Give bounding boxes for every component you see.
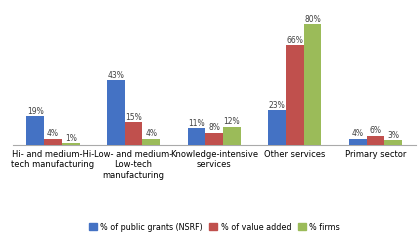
Text: 80%: 80% (304, 15, 321, 24)
Text: 8%: 8% (208, 123, 220, 132)
Bar (26, 116, 44, 145)
Bar (304, 25, 321, 145)
Bar (44, 139, 62, 145)
Text: 12%: 12% (223, 117, 240, 126)
Bar (223, 127, 241, 145)
Bar (125, 122, 142, 145)
Text: 43%: 43% (108, 70, 124, 79)
Bar (62, 144, 79, 145)
Text: 66%: 66% (286, 36, 303, 45)
Bar (349, 139, 367, 145)
Bar (384, 140, 402, 145)
Text: 4%: 4% (145, 129, 158, 138)
Bar (188, 128, 205, 145)
Text: 4%: 4% (352, 129, 364, 138)
Bar (107, 80, 125, 145)
Bar (142, 139, 160, 145)
Text: 15%: 15% (125, 112, 142, 121)
Bar (268, 110, 286, 145)
Text: 23%: 23% (269, 100, 286, 109)
Bar (286, 46, 304, 145)
Bar (367, 136, 384, 145)
Bar (205, 133, 223, 145)
Text: 19%: 19% (27, 106, 44, 115)
Text: 1%: 1% (65, 133, 76, 142)
Legend: % of public grants (NSRF), % of value added, % firms: % of public grants (NSRF), % of value ad… (86, 219, 343, 234)
Text: 4%: 4% (47, 129, 59, 138)
Text: 11%: 11% (188, 118, 205, 127)
Text: 6%: 6% (370, 126, 381, 135)
Text: 3%: 3% (387, 130, 399, 139)
